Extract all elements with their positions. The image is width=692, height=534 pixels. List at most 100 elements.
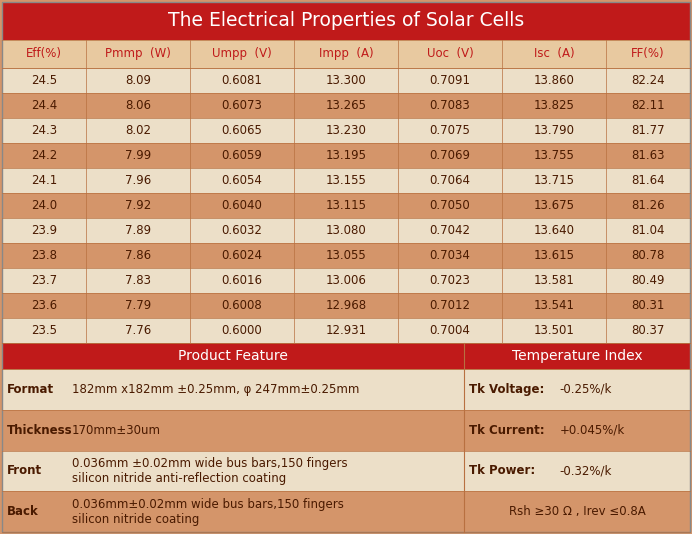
Text: 7.86: 7.86 <box>125 249 151 262</box>
Bar <box>2 193 690 218</box>
Text: Umpp  (V): Umpp (V) <box>212 48 272 60</box>
Text: 13.615: 13.615 <box>534 249 574 262</box>
Text: 13.675: 13.675 <box>534 199 574 212</box>
Text: 7.76: 7.76 <box>125 324 152 337</box>
Text: Pmmp  (W): Pmmp (W) <box>105 48 171 60</box>
Bar <box>2 369 464 410</box>
Text: 0.7034: 0.7034 <box>430 249 471 262</box>
Text: 0.6081: 0.6081 <box>221 74 262 87</box>
Text: 13.055: 13.055 <box>326 249 366 262</box>
Text: 0.6016: 0.6016 <box>221 274 262 287</box>
Text: 80.31: 80.31 <box>631 299 664 312</box>
Text: 0.6024: 0.6024 <box>221 249 262 262</box>
Bar <box>2 318 690 343</box>
Bar <box>464 451 690 491</box>
Text: 13.790: 13.790 <box>534 124 574 137</box>
Text: Thickness: Thickness <box>7 423 73 437</box>
Text: 13.300: 13.300 <box>326 74 366 87</box>
Text: 81.63: 81.63 <box>631 149 664 162</box>
Text: 0.6073: 0.6073 <box>221 99 262 112</box>
Text: Temperature Index: Temperature Index <box>512 349 642 363</box>
Text: Tk Voltage:: Tk Voltage: <box>469 383 545 396</box>
Text: 0.6054: 0.6054 <box>221 174 262 187</box>
Text: Format: Format <box>7 383 54 396</box>
Text: 170mm±30um: 170mm±30um <box>72 423 161 437</box>
Text: 80.37: 80.37 <box>631 324 664 337</box>
Bar <box>464 491 690 532</box>
Text: 0.6065: 0.6065 <box>221 124 262 137</box>
Text: 8.02: 8.02 <box>125 124 151 137</box>
Text: Rsh ≥30 Ω , Irev ≤0.8A: Rsh ≥30 Ω , Irev ≤0.8A <box>509 505 646 518</box>
Text: 13.080: 13.080 <box>326 224 366 237</box>
Text: 13.640: 13.640 <box>534 224 574 237</box>
Text: 13.825: 13.825 <box>534 99 574 112</box>
Text: 12.968: 12.968 <box>325 299 367 312</box>
Bar <box>464 410 690 451</box>
Text: 81.77: 81.77 <box>631 124 665 137</box>
Text: Impp  (A): Impp (A) <box>319 48 373 60</box>
Text: 13.541: 13.541 <box>534 299 574 312</box>
Text: 0.7023: 0.7023 <box>430 274 471 287</box>
Bar <box>2 218 690 243</box>
Text: 24.5: 24.5 <box>31 74 57 87</box>
Text: 23.5: 23.5 <box>31 324 57 337</box>
Text: 81.64: 81.64 <box>631 174 665 187</box>
Text: 0.7091: 0.7091 <box>430 74 471 87</box>
Bar <box>2 40 690 68</box>
Text: -0.32%/k: -0.32%/k <box>559 465 612 477</box>
Text: 80.49: 80.49 <box>631 274 664 287</box>
Text: 0.036mm ±0.02mm wide bus bars,150 fingers
silicon nitride anti-reflection coatin: 0.036mm ±0.02mm wide bus bars,150 finger… <box>72 457 347 485</box>
Text: 0.6059: 0.6059 <box>221 149 262 162</box>
Text: 24.0: 24.0 <box>31 199 57 212</box>
Text: 0.7050: 0.7050 <box>430 199 471 212</box>
Text: 23.9: 23.9 <box>31 224 57 237</box>
Text: Back: Back <box>7 505 39 518</box>
Bar <box>2 143 690 168</box>
Text: 182mm x182mm ±0.25mm, φ 247mm±0.25mm: 182mm x182mm ±0.25mm, φ 247mm±0.25mm <box>72 383 359 396</box>
Bar <box>2 68 690 93</box>
Text: 7.89: 7.89 <box>125 224 151 237</box>
Text: Eff(%): Eff(%) <box>26 48 62 60</box>
Text: 0.7075: 0.7075 <box>430 124 471 137</box>
Text: 12.931: 12.931 <box>325 324 367 337</box>
Text: 8.06: 8.06 <box>125 99 151 112</box>
Text: 7.79: 7.79 <box>125 299 152 312</box>
Text: 0.7064: 0.7064 <box>430 174 471 187</box>
Text: 82.11: 82.11 <box>631 99 665 112</box>
Text: 0.7012: 0.7012 <box>430 299 471 312</box>
Text: 13.230: 13.230 <box>325 124 367 137</box>
Text: 0.6008: 0.6008 <box>221 299 262 312</box>
Text: 8.09: 8.09 <box>125 74 151 87</box>
Bar <box>2 268 690 293</box>
Text: 0.6040: 0.6040 <box>221 199 262 212</box>
Text: 0.6032: 0.6032 <box>221 224 262 237</box>
Text: 13.265: 13.265 <box>325 99 367 112</box>
Text: 23.8: 23.8 <box>31 249 57 262</box>
Text: 0.7004: 0.7004 <box>430 324 471 337</box>
Text: Isc  (A): Isc (A) <box>534 48 574 60</box>
Bar <box>464 343 690 369</box>
Text: 7.92: 7.92 <box>125 199 152 212</box>
Text: 81.04: 81.04 <box>631 224 664 237</box>
Text: 23.6: 23.6 <box>31 299 57 312</box>
Text: 0.6000: 0.6000 <box>221 324 262 337</box>
Text: FF(%): FF(%) <box>631 48 665 60</box>
Bar <box>2 2 690 40</box>
Text: 13.155: 13.155 <box>325 174 367 187</box>
Text: 81.26: 81.26 <box>631 199 665 212</box>
Text: +0.045%/k: +0.045%/k <box>559 423 625 437</box>
Text: 13.115: 13.115 <box>325 199 367 212</box>
Text: 13.006: 13.006 <box>325 274 367 287</box>
Text: 24.1: 24.1 <box>31 174 57 187</box>
Bar <box>2 293 690 318</box>
Text: 7.96: 7.96 <box>125 174 152 187</box>
Text: 7.83: 7.83 <box>125 274 151 287</box>
Bar <box>2 118 690 143</box>
Text: 0.7042: 0.7042 <box>430 224 471 237</box>
Bar <box>2 343 464 369</box>
Text: 24.3: 24.3 <box>31 124 57 137</box>
Text: 13.715: 13.715 <box>534 174 574 187</box>
Text: Uoc  (V): Uoc (V) <box>426 48 473 60</box>
Text: Front: Front <box>7 465 42 477</box>
Text: 24.4: 24.4 <box>31 99 57 112</box>
